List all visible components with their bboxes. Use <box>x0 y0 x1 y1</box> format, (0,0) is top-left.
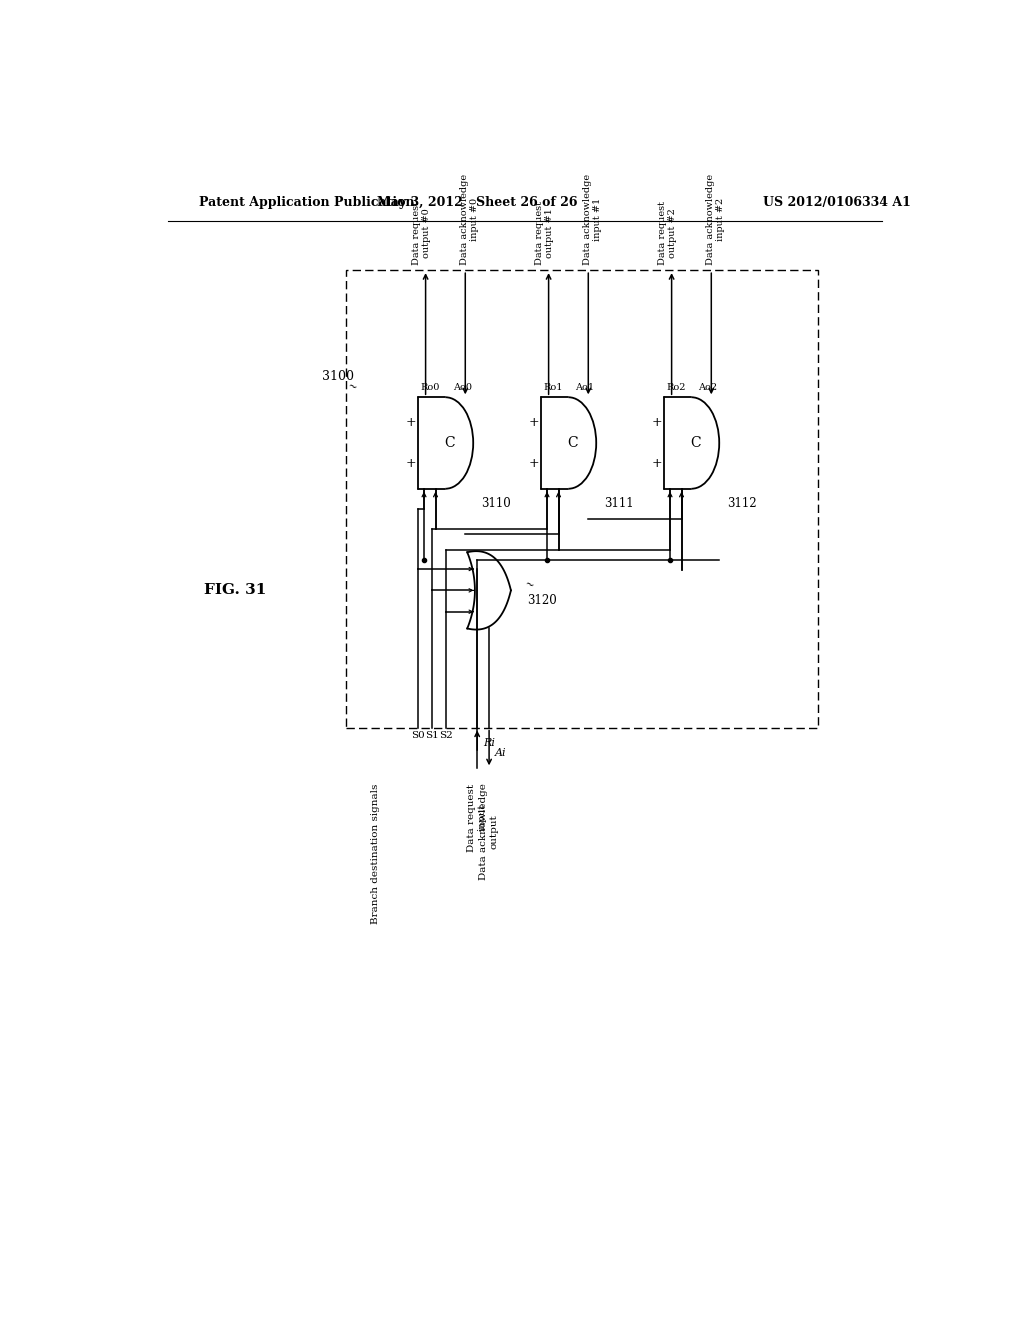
Text: Ro0: Ro0 <box>420 383 439 392</box>
Text: C: C <box>567 436 578 450</box>
Text: Data acknowledge
input #1: Data acknowledge input #1 <box>583 174 602 265</box>
Text: +: + <box>406 457 417 470</box>
Text: 3111: 3111 <box>604 496 634 510</box>
Text: 3112: 3112 <box>727 496 757 510</box>
Text: Ao1: Ao1 <box>575 383 595 392</box>
Text: May 3, 2012   Sheet 26 of 26: May 3, 2012 Sheet 26 of 26 <box>377 195 578 209</box>
Text: ~: ~ <box>523 579 535 591</box>
Text: S2: S2 <box>439 731 453 739</box>
Text: Data acknowledge
input #2: Data acknowledge input #2 <box>706 174 725 265</box>
Text: Ri: Ri <box>482 738 495 748</box>
Text: +: + <box>652 416 663 429</box>
Text: Data request
output #2: Data request output #2 <box>658 201 677 265</box>
Text: 3110: 3110 <box>481 496 511 510</box>
Text: Data request
output #0: Data request output #0 <box>412 201 431 265</box>
Text: Ao0: Ao0 <box>453 383 472 392</box>
Text: Data request
input: Data request input <box>468 784 486 851</box>
Text: Ai: Ai <box>495 748 506 758</box>
Text: Data acknowledge
input #0: Data acknowledge input #0 <box>460 174 479 265</box>
Text: +: + <box>406 416 417 429</box>
Text: S0: S0 <box>411 731 425 739</box>
Text: Ro1: Ro1 <box>543 383 562 392</box>
Text: Ro2: Ro2 <box>666 383 685 392</box>
Text: C: C <box>444 436 455 450</box>
Text: US 2012/0106334 A1: US 2012/0106334 A1 <box>763 195 910 209</box>
Text: Data request
output #1: Data request output #1 <box>535 201 554 265</box>
Text: ~: ~ <box>346 380 358 393</box>
Text: +: + <box>529 457 540 470</box>
Text: Branch destination signals: Branch destination signals <box>372 784 380 924</box>
Text: 3120: 3120 <box>526 594 556 607</box>
Text: C: C <box>690 436 700 450</box>
Text: 3100: 3100 <box>323 371 354 383</box>
Text: S1: S1 <box>425 731 439 739</box>
Text: Ao2: Ao2 <box>698 383 718 392</box>
Text: Data acknowledge
output: Data acknowledge output <box>479 784 499 880</box>
Text: Patent Application Publication: Patent Application Publication <box>200 195 415 209</box>
Text: +: + <box>529 416 540 429</box>
Text: +: + <box>652 457 663 470</box>
Text: FIG. 31: FIG. 31 <box>204 583 266 598</box>
